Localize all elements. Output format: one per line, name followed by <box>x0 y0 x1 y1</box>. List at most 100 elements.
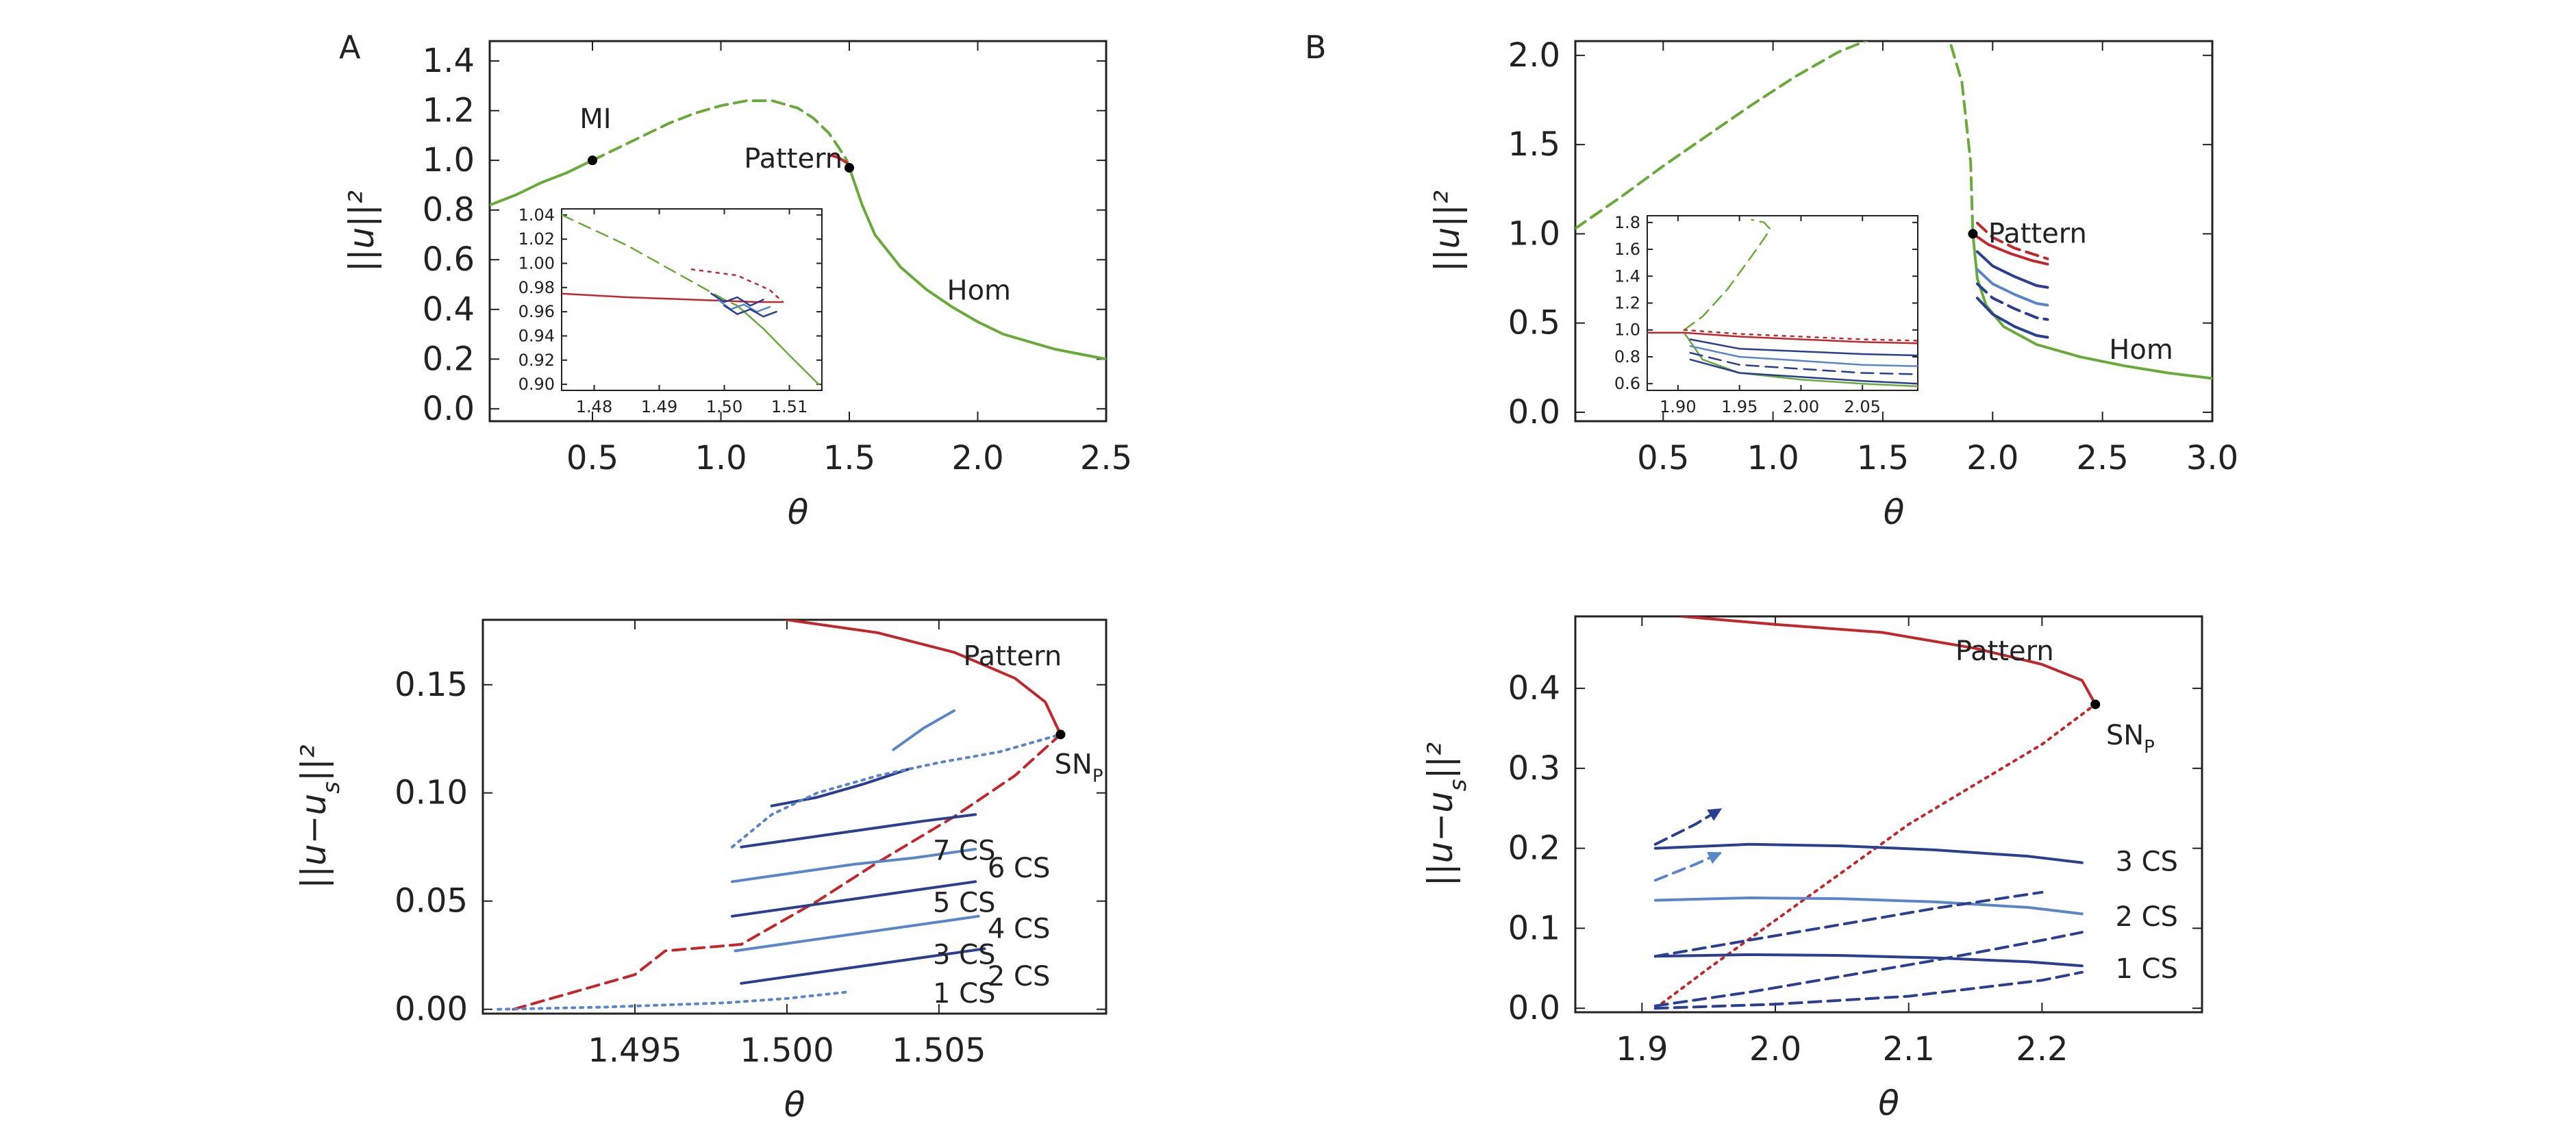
b-bottom-ytick-label: 0.3 <box>1508 749 1560 788</box>
b-top-inset-xtick-label: 1.95 <box>1721 397 1758 416</box>
b-bottom-xtick-label: 2.0 <box>1749 1030 1801 1068</box>
a-top-marker-point <box>845 163 854 173</box>
a-top-marker-point <box>588 155 597 166</box>
a-top-inset-series-0 <box>562 214 738 307</box>
b-top-inset-xtick-label: 1.90 <box>1660 397 1696 416</box>
b-top-ylabel: ||u||² <box>1427 190 1467 272</box>
a-top-xtick-label: 0.5 <box>566 439 618 477</box>
a-top-inset-xtick-label: 1.50 <box>706 397 742 416</box>
b-top-inset-series-6 <box>1689 351 1918 375</box>
a-top-plot-area <box>490 99 1106 361</box>
a-top-inset-series-1 <box>736 305 820 386</box>
b-bottom-annotation: 1 CS <box>2115 953 2177 985</box>
b-bottom-annotation: 2 CS <box>2115 901 2177 933</box>
a-bottom-plot-area <box>497 620 1062 1011</box>
a-bottom-series-7 <box>740 813 977 849</box>
a-top-inset-ytick-label: 0.92 <box>518 351 555 370</box>
a-top-series-2 <box>848 166 1106 361</box>
chart-a-top: 0.5 1.0 1.5 2.0 2.5 0.0 0.2 0.4 0.6 0.8 1.0 1.2 1.4 M… <box>342 40 1132 532</box>
b-top-inset-xtick-label: 2.00 <box>1783 397 1819 416</box>
a-top-annotation: MI <box>579 103 611 135</box>
b-bottom-xlabel: θ <box>1878 1083 1899 1123</box>
b-top-inset-series-5 <box>1689 345 1918 367</box>
a-bottom-series-0 <box>785 620 1062 736</box>
a-top-xtick-label: 1.5 <box>823 439 875 477</box>
a-bottom-annotation: 3 CS <box>933 939 995 970</box>
a-top-annotation: Pattern <box>744 143 842 175</box>
a-bottom-series-4 <box>734 914 980 953</box>
b-top-xtick-label: 0.5 <box>1637 439 1689 477</box>
a-top-inset-ytick-label: 0.90 <box>518 375 555 394</box>
b-bottom-xtick-label: 2.2 <box>2016 1030 2068 1068</box>
b-top-inset-plot-area <box>1647 218 1918 388</box>
b-top-inset-ytick-label: 1.8 <box>1614 213 1640 232</box>
b-bottom-xtick-label: 1.9 <box>1616 1030 1668 1068</box>
a-top-annotation: Hom <box>947 275 1012 306</box>
b-top-plot-area <box>1575 41 2212 380</box>
b-bottom-arrowhead <box>1707 808 1723 821</box>
b-bottom-arrowhead <box>1707 851 1723 864</box>
a-bottom-series-3 <box>740 947 986 985</box>
a-top-ytick-label: 0.8 <box>423 191 475 229</box>
b-top-ytick-label: 1.5 <box>1508 125 1560 164</box>
b-top-inset-ytick-label: 0.8 <box>1614 347 1640 366</box>
a-bottom-ytick-label: 0.15 <box>395 666 468 704</box>
b-bottom-ytick-label: 0.0 <box>1508 989 1560 1027</box>
a-bottom-marker-point <box>1055 729 1066 740</box>
b-top-inset-series-0 <box>1683 218 1771 331</box>
a-bottom-ytick-label: 0.05 <box>395 882 468 920</box>
b-bottom-annotation: 3 CS <box>2115 846 2177 877</box>
a-bottom-frame <box>482 618 1108 1015</box>
a-top-ytick-label: 0.4 <box>423 290 475 329</box>
a-top-inset-xtick-label: 1.49 <box>641 397 677 416</box>
b-bottom-series-8 <box>1653 931 2084 1007</box>
a-top-inset-series-6 <box>723 305 777 318</box>
a-bottom-annotation: 2 CS <box>988 961 1050 992</box>
a-bottom-series-8 <box>770 768 910 807</box>
b-top-series-0 <box>1575 41 1975 236</box>
b-top-marker-point <box>1968 229 1978 239</box>
a-top-inset-series-2 <box>562 292 784 303</box>
a-top-inset-xtick-label: 1.48 <box>576 397 612 416</box>
panel-letter-b: B <box>1305 29 1327 66</box>
b-top-series-6 <box>1975 282 2049 321</box>
b-top-xtick-label: 3.0 <box>2186 439 2238 477</box>
b-top-series-3 <box>1975 221 2049 260</box>
a-bottom-xtick-label: 1.495 <box>588 1031 681 1070</box>
a-top-xtick-label: 2.0 <box>951 439 1003 477</box>
b-top-series-7 <box>1975 297 2049 339</box>
b-bottom-marker-point <box>2090 699 2101 710</box>
a-top-ytick-label: 0.6 <box>423 240 475 279</box>
b-bottom-xtick-label: 2.1 <box>1883 1030 1935 1068</box>
a-top-ytick-label: 1.4 <box>423 42 475 80</box>
b-bottom-ylabel: ||u−us||² <box>1421 742 1472 886</box>
b-bottom-series-4 <box>1653 953 2084 968</box>
a-bottom-xlabel: θ <box>784 1085 805 1125</box>
b-top-xtick-label: 2.0 <box>1966 439 2018 477</box>
a-bottom-ytick-label: 0.00 <box>395 990 468 1029</box>
b-top-ytick-label: 0.0 <box>1508 393 1560 431</box>
b-top-inset-ytick-label: 1.0 <box>1614 321 1640 340</box>
b-bottom-ytick-label: 0.4 <box>1508 669 1560 707</box>
b-top-inset-ytick-label: 1.2 <box>1614 294 1640 313</box>
chart-b-top: 0.5 1.0 1.5 2.0 2.5 3.0 0.0 0.5 1.0 1.5 2.0 Pattern… <box>1427 36 2238 532</box>
a-top-ylabel: ||u||² <box>342 190 382 272</box>
a-top-inset-ytick-label: 1.02 <box>518 229 555 249</box>
a-top-inset-ytick-label: 0.96 <box>518 302 555 321</box>
a-top-inset-xtick-label: 1.51 <box>771 397 808 416</box>
b-bottom-ytick-label: 0.2 <box>1508 829 1560 868</box>
b-top-xlabel: θ <box>1884 492 1905 532</box>
chart-layer: 0.5 1.0 1.5 2.0 2.5 0.0 0.2 0.4 0.6 0.8 1.0 1.2 1.4 M… <box>294 36 2238 1125</box>
a-top-ytick-label: 1.2 <box>423 92 475 130</box>
b-bottom-series-2 <box>1653 842 2084 864</box>
a-top-inset-ytick-label: 0.98 <box>518 278 555 297</box>
a-top-inset-ytick-label: 0.94 <box>518 327 555 346</box>
a-bottom-annotation: Pattern <box>963 640 1062 672</box>
b-top-ytick-label: 1.0 <box>1508 214 1560 253</box>
a-top-inset-series-4 <box>710 292 764 307</box>
a-top-inset-series-3 <box>690 268 784 303</box>
b-top-annotation: Pattern <box>1988 218 2087 249</box>
a-bottom-series-1 <box>512 733 1062 1011</box>
a-top-inset-ytick-label: 1.04 <box>518 205 555 225</box>
